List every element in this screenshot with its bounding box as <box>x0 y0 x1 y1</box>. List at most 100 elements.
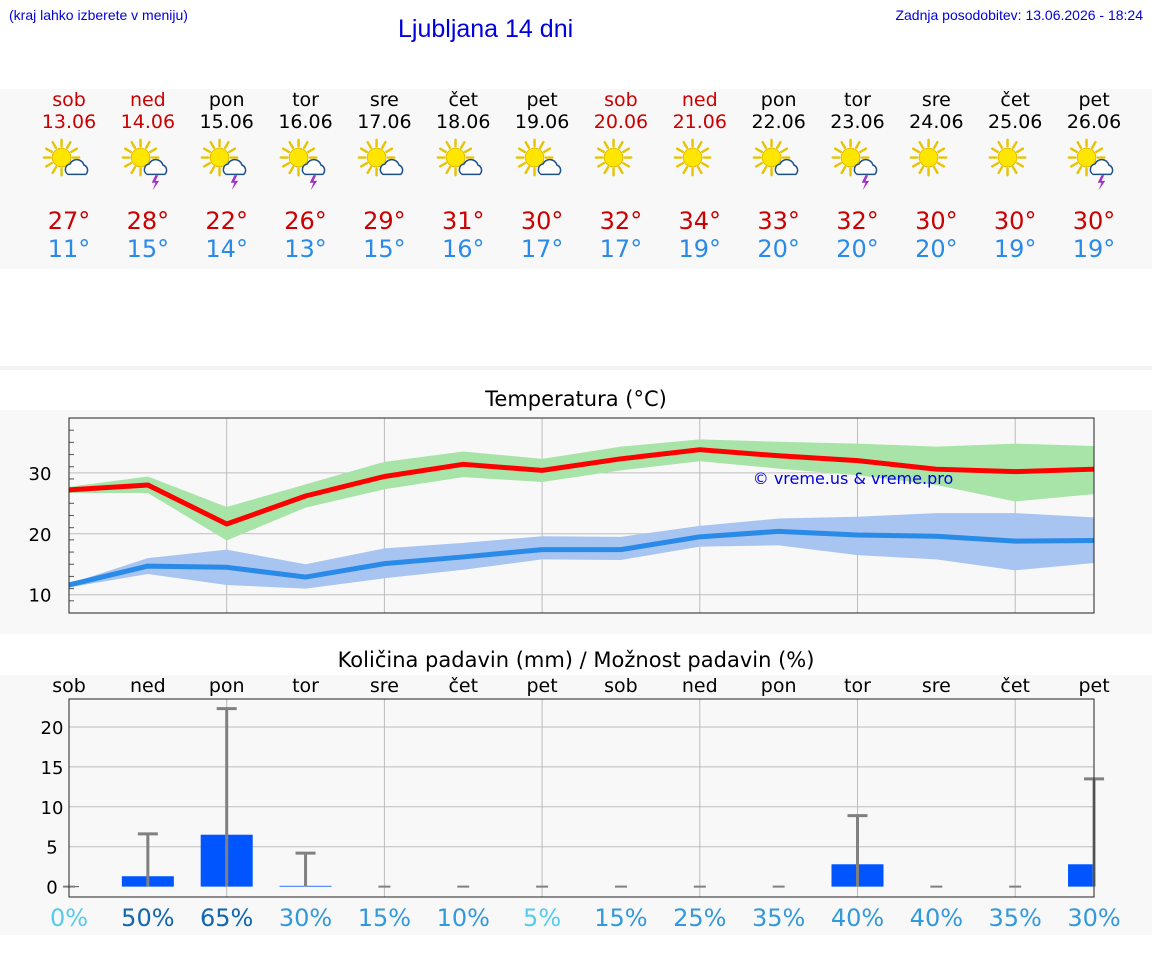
precipitation-bar <box>1068 864 1095 887</box>
divider <box>0 366 1152 370</box>
precipitation-probability: 5% <box>523 904 561 932</box>
plot-frame <box>68 417 1095 614</box>
series-range-band <box>69 439 1095 541</box>
forecast-day-name: sob <box>52 89 86 111</box>
y-tick-label: 20 <box>29 525 52 546</box>
forecast-day-name: pon <box>760 89 797 111</box>
forecast-day: ned 21.06 34° 19° <box>660 89 740 263</box>
cloud-shape <box>143 158 168 176</box>
forecast-min-temp: 15° <box>126 235 170 263</box>
sun-shape <box>752 138 791 177</box>
forecast-date: 14.06 <box>120 111 176 133</box>
sun-icon <box>988 138 1027 177</box>
forecast-day: čet 18.06 31° 16° <box>423 89 503 263</box>
forecast-max-temp: 32° <box>836 207 879 235</box>
category-label: čet <box>1000 675 1030 697</box>
precipitation-probability: 40% <box>831 904 884 932</box>
precipitation-probability: 10% <box>437 904 490 932</box>
forecast-day: pet 26.06 30° 19° <box>1054 89 1134 263</box>
cloud-shape <box>380 158 404 176</box>
category-label: tor <box>292 675 319 697</box>
category-label: ned <box>130 675 166 697</box>
y-tick-label: 0 <box>46 878 57 899</box>
forecast-date: 23.06 <box>830 111 885 133</box>
category-label: pet <box>1078 675 1109 697</box>
forecast-date: 21.06 <box>672 111 727 133</box>
forecast-day-name: ned <box>129 89 166 111</box>
sun-shape <box>594 138 633 177</box>
forecast-date: 26.06 <box>1066 111 1122 133</box>
sun-cloud-icon <box>436 138 483 177</box>
forecast-min-temp: 17° <box>520 235 564 263</box>
precipitation-chart: sob ned pon tor sre čet pet sob ned pon tor sre čet p… <box>41 675 1121 932</box>
forecast-day-name: tor <box>844 89 871 111</box>
forecast-max-temp: 28° <box>126 207 170 235</box>
forecast-min-temp: 20° <box>915 235 958 263</box>
sun-thunderstorm-icon <box>121 138 168 191</box>
forecast-day: ned 14.06 28° 15° <box>108 89 188 263</box>
sun-shape <box>1067 138 1106 177</box>
last-updated: Zadnja posodobitev: 13.06.2026 - 18:24 <box>895 7 1143 23</box>
sun-thunderstorm-icon <box>831 138 877 191</box>
forecast-max-temp: 33° <box>757 207 800 235</box>
forecast-max-temp: 27° <box>47 207 91 235</box>
forecast-day: sre 17.06 29° 15° <box>344 89 424 263</box>
precipitation-probability: 0% <box>50 904 88 932</box>
forecast-max-temp: 31° <box>441 207 485 235</box>
sun-shape <box>988 138 1027 177</box>
forecast-min-temp: 20° <box>757 235 800 263</box>
category-label: pon <box>761 675 797 697</box>
cloud-shape <box>774 158 798 176</box>
series-line <box>68 447 1095 527</box>
forecast-day: tor 16.06 26° 13° <box>266 89 346 263</box>
precipitation-probability: 30% <box>1067 904 1120 932</box>
forecast-min-temp: 17° <box>599 235 643 263</box>
forecast-min-temp: 15° <box>363 235 406 263</box>
forecast-day-name: pon <box>208 89 245 111</box>
temperature-chart-title: Temperatura (°C) <box>485 387 667 411</box>
category-label: sre <box>922 675 951 697</box>
forecast-min-temp: 13° <box>284 235 327 263</box>
forecast-day: sob 20.06 32° 17° <box>581 89 661 263</box>
y-tick-label: 30 <box>29 464 52 485</box>
precipitation-probability: 30% <box>279 904 332 932</box>
precipitation-probability: 35% <box>752 904 805 932</box>
forecast-max-temp: 30° <box>993 207 1037 235</box>
sun-shape <box>357 138 396 177</box>
cloud-shape <box>458 158 483 176</box>
cloud-shape <box>222 158 246 176</box>
y-tick-label: 10 <box>41 798 64 819</box>
location-hint: (kraj lahko izberete v meniju) <box>9 7 188 23</box>
series-line <box>68 528 1095 588</box>
forecast-day: tor 23.06 32° 20° <box>818 89 898 263</box>
category-label: tor <box>844 675 871 697</box>
temperature-chart: 10 20 30 © vreme.us & vreme.pro <box>29 417 1095 614</box>
sun-cloud-icon <box>357 138 404 177</box>
forecast-band <box>0 89 1152 269</box>
y-tick-label: 20 <box>41 718 64 739</box>
y-tick-label: 5 <box>46 838 57 859</box>
watermark: © vreme.us & vreme.pro <box>753 469 954 488</box>
cloud-shape <box>853 158 877 176</box>
forecast-min-temp: 11° <box>47 235 91 263</box>
forecast-max-temp: 34° <box>678 207 722 235</box>
sun-cloud-icon <box>42 138 89 177</box>
category-label: sob <box>604 675 638 697</box>
category-label: ned <box>682 675 718 697</box>
sun-shape <box>673 138 712 177</box>
y-tick-label: 15 <box>41 758 64 779</box>
sun-thunderstorm-icon <box>279 138 325 191</box>
sun-thunderstorm-icon <box>1067 138 1114 191</box>
forecast-day-name: pet <box>526 89 558 111</box>
precipitation-probability: 50% <box>121 904 174 932</box>
plot-frame <box>68 698 1095 898</box>
sun-shape <box>279 138 318 177</box>
forecast-max-temp: 30° <box>520 207 564 235</box>
sun-icon <box>909 138 948 177</box>
sun-cloud-icon <box>515 138 562 177</box>
category-label: sob <box>52 675 86 697</box>
y-tick-label: 10 <box>29 586 52 607</box>
forecast-min-temp: 19° <box>993 235 1037 263</box>
sun-cloud-icon <box>752 138 798 177</box>
precipitation-chart-title: Količina padavin (mm) / Možnost padavin … <box>337 648 815 672</box>
